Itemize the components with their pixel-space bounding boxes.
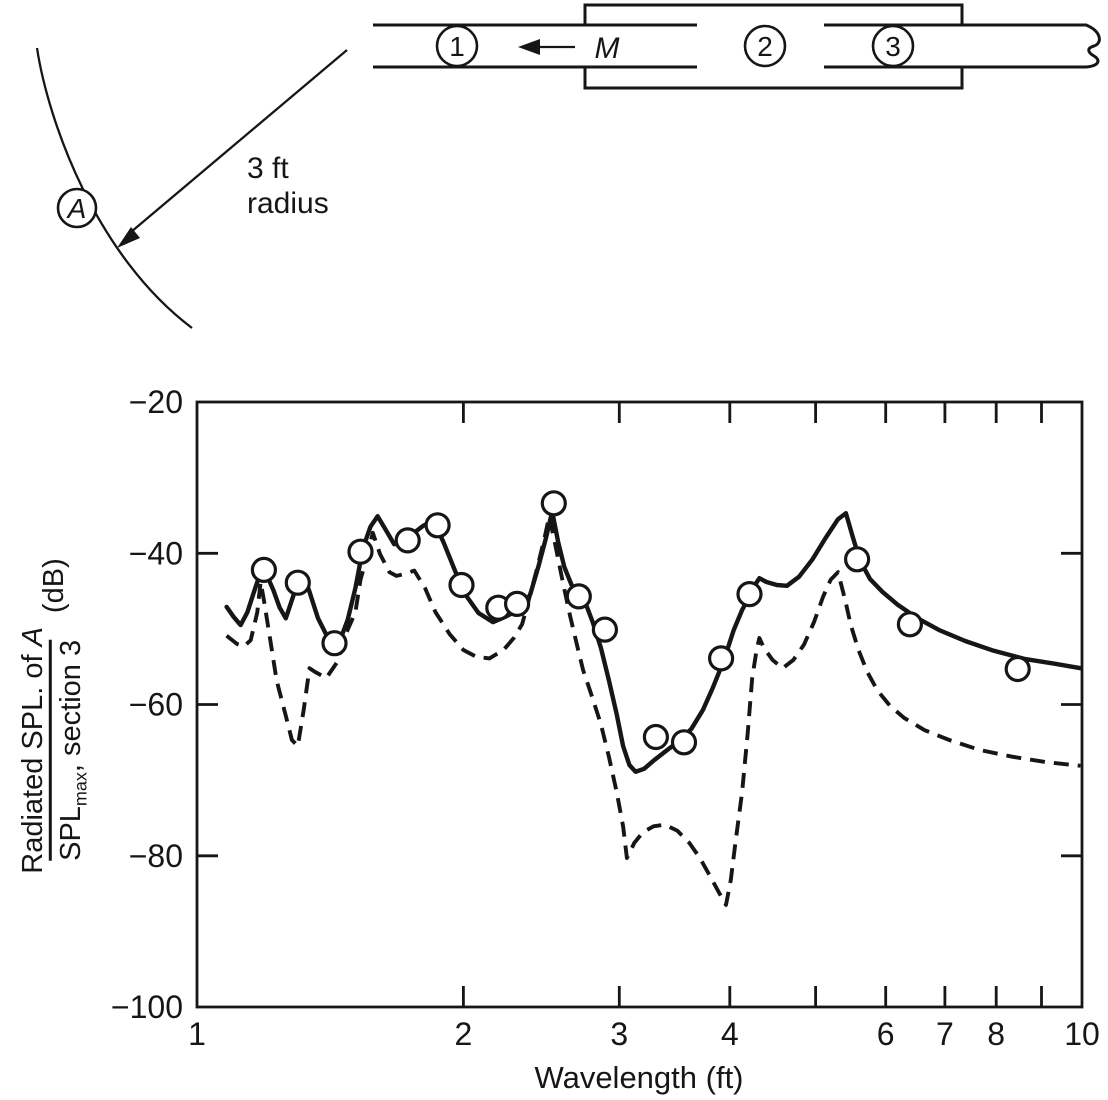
point-a-circle xyxy=(56,187,98,229)
radius-arrow-line xyxy=(130,49,348,233)
data-point xyxy=(448,571,475,599)
section-3-badge: 3 xyxy=(871,24,915,68)
data-point xyxy=(321,630,348,657)
data-point xyxy=(394,527,421,554)
denominator-rest: , section 3 xyxy=(55,639,88,773)
data-point xyxy=(347,538,374,565)
pipe-break-end xyxy=(1085,23,1101,69)
data-point xyxy=(250,556,277,584)
y-tick-label: −20 xyxy=(129,384,183,420)
section-2-badge: 2 xyxy=(743,24,787,68)
theory-dashed-curve xyxy=(225,514,1081,907)
section-2-label: 2 xyxy=(757,31,773,62)
y-tick-label: −80 xyxy=(129,838,183,874)
radius-note-line2: radius xyxy=(247,187,329,220)
section-1-badge: 1 xyxy=(435,24,479,68)
section-1-label: 1 xyxy=(449,31,465,62)
numerator-text: Radiated SPL. of xyxy=(16,646,49,874)
y-tick-label: −40 xyxy=(129,535,183,571)
data-point xyxy=(591,616,619,643)
section-3-label: 3 xyxy=(885,31,901,62)
source-label: M xyxy=(595,32,620,65)
flow-arrowhead-icon xyxy=(518,39,540,55)
data-point xyxy=(642,723,670,751)
y-tick-label: −60 xyxy=(129,687,183,723)
measurement-arc xyxy=(35,47,193,329)
data-point xyxy=(284,569,311,596)
numerator-italic-a: A xyxy=(16,627,49,647)
data-point xyxy=(843,546,871,573)
section-1-circle xyxy=(435,24,479,68)
spl-chart: 1 2 3 4 6 7 8 10 −20 −40 −60 −80 −100 Wavelength (ft… xyxy=(111,384,1100,1095)
section-2-circle xyxy=(743,24,787,68)
data-point xyxy=(896,611,924,638)
x-axis-title: Wavelength (ft) xyxy=(534,1060,743,1095)
x-tick-label: 3 xyxy=(610,1016,628,1052)
x-tick-label: 10 xyxy=(1064,1016,1100,1052)
data-point xyxy=(670,729,698,756)
x-tick-label: 6 xyxy=(877,1016,895,1052)
data-point xyxy=(424,512,451,539)
y-tick-label: −100 xyxy=(111,989,183,1025)
y-axis-fraction: Radiated SPL. of A SPLmax, section 3 xyxy=(17,627,92,874)
denominator-text: SPL xyxy=(55,806,88,861)
data-point xyxy=(540,490,567,517)
apparatus-diagram: A 3 ft radius 1 2 xyxy=(35,3,1101,329)
x-tick-label: 4 xyxy=(721,1016,739,1052)
plot-frame xyxy=(195,400,1084,1009)
y-axis-units: (dB) xyxy=(37,558,70,614)
radius-arrowhead-icon xyxy=(117,227,140,248)
data-point xyxy=(707,645,735,672)
section-3-circle xyxy=(871,24,915,68)
expansion-chamber-box xyxy=(583,3,964,90)
data-point xyxy=(503,590,531,618)
y-axis-fraction-numerator: Radiated SPL. of A xyxy=(17,627,49,874)
point-a-label: A xyxy=(66,193,87,224)
data-point xyxy=(736,580,763,608)
radius-note-line1: 3 ft xyxy=(247,152,289,185)
data-point xyxy=(1004,655,1031,683)
x-tick-label: 1 xyxy=(188,1016,206,1052)
y-axis-title: Radiated SPL. of A SPLmax, section 3 (dB… xyxy=(17,558,92,874)
x-tick-label: 7 xyxy=(936,1016,954,1052)
theory-solid-curve xyxy=(224,509,1083,774)
denominator-subscript: max xyxy=(71,772,92,807)
x-tick-label: 2 xyxy=(455,1016,473,1052)
data-point xyxy=(565,583,592,610)
y-axis-fraction-denominator: SPLmax, section 3 xyxy=(49,639,92,861)
chart-generated-content: 1 2 3 4 6 7 8 10 −20 −40 −60 −80 −100 xyxy=(111,384,1100,1052)
x-tick-label: 8 xyxy=(987,1016,1005,1052)
